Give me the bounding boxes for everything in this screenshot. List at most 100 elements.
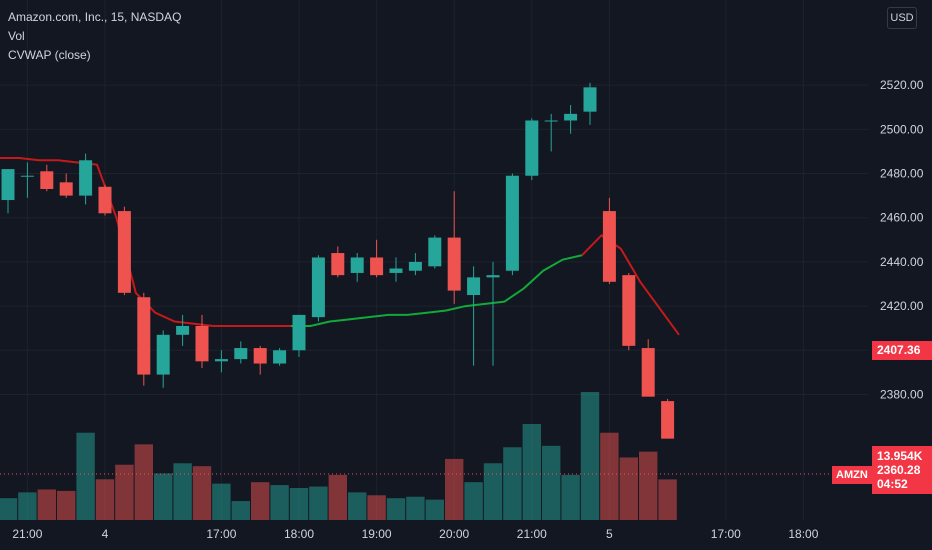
candle [622, 272, 636, 351]
currency-button[interactable]: USD [887, 7, 917, 29]
volume-bar [154, 473, 173, 520]
candle [40, 164, 54, 192]
x-tick-label: 17:00 [206, 527, 236, 541]
candle-body [214, 359, 228, 362]
candle [137, 292, 151, 386]
candle [389, 257, 403, 282]
candle-body [525, 120, 539, 176]
candle [79, 153, 93, 205]
candle-body [292, 314, 306, 351]
y-tick-label: 2500.00 [880, 122, 924, 136]
candle [428, 235, 442, 269]
candle-body [467, 277, 481, 296]
countdown-tag: 04:52 [877, 477, 908, 491]
candle [525, 118, 539, 181]
volume-bar [95, 479, 115, 520]
candle-body [486, 275, 500, 278]
volume-bar [580, 392, 600, 520]
candle-body [544, 120, 558, 122]
volume-bar [270, 485, 289, 520]
candle [273, 348, 287, 366]
candle-body [641, 348, 655, 397]
volume-bar [600, 432, 619, 520]
x-tick-label: 20:00 [439, 527, 469, 541]
candle-body [59, 182, 73, 196]
candle [195, 314, 209, 368]
vwap-segment [581, 234, 680, 336]
candle [214, 350, 228, 373]
candle-body [661, 401, 675, 439]
symbol-tag: AMZN [832, 466, 872, 484]
candle-body [331, 253, 345, 276]
volume-bar [542, 445, 561, 520]
volume-bar [639, 451, 658, 520]
volume-bar [522, 424, 541, 520]
x-axis: 21:00 4 17:00 18:00 19:00 20:00 21:00 5 17:00 18:… [12, 527, 818, 541]
candle-body [428, 237, 442, 267]
volume-bar [212, 483, 231, 520]
chart-legend: Amazon.com, Inc., 15, NASDAQ Vol CVWAP (… [8, 8, 181, 65]
volume-bar [173, 463, 192, 520]
candle [641, 339, 655, 397]
volume-bar [503, 447, 522, 520]
legend-vol: Vol [8, 29, 25, 43]
candle-body [389, 268, 403, 273]
x-tick-label: 5 [606, 527, 613, 541]
candle [408, 253, 422, 276]
volume-tag-value: 13.954K [877, 449, 923, 463]
candle-body [350, 257, 364, 273]
candle-body [234, 348, 248, 360]
candle [156, 330, 170, 388]
candle-body [176, 325, 190, 335]
y-tick-label: 2460.00 [880, 211, 924, 225]
x-tick-label: 18:00 [284, 527, 314, 541]
last-close-tag: 2360.28 [877, 463, 921, 477]
x-tick-label: 4 [102, 527, 109, 541]
volume-bar [37, 489, 56, 520]
y-tick-label: 2480.00 [880, 167, 924, 181]
volume-bar [76, 432, 95, 520]
legend-cvwap: CVWAP (close) [8, 48, 91, 62]
candle [331, 246, 345, 278]
legend-title: Amazon.com, Inc., 15, NASDAQ [8, 10, 182, 24]
candle-body [20, 175, 34, 177]
vwap-line [0, 157, 680, 336]
candles [1, 82, 675, 439]
candle-body [370, 257, 384, 276]
candle [176, 314, 190, 346]
candle [117, 206, 131, 296]
candle [447, 191, 461, 304]
candle-body [505, 175, 519, 271]
x-tick-label: 19:00 [362, 527, 392, 541]
volume-bar [0, 498, 18, 520]
y-tick-label: 2440.00 [880, 255, 924, 269]
candle [253, 345, 267, 375]
volume-bar [464, 482, 483, 520]
candle [505, 173, 519, 276]
candle-body [602, 211, 616, 282]
candle-body [137, 297, 151, 375]
candle [602, 197, 616, 284]
vwap-segment [291, 254, 583, 327]
candle-body [622, 275, 636, 346]
x-tick-label: 18:00 [788, 527, 818, 541]
candle-body [1, 169, 15, 201]
volume-tag: 13.954K 2360.28 04:52 [872, 446, 932, 494]
candle-body [273, 350, 287, 364]
candle-body [40, 171, 54, 189]
candle-body [117, 211, 131, 293]
candle-body [98, 186, 112, 214]
volume-bar [348, 492, 367, 520]
candle [544, 113, 558, 152]
candle [350, 253, 364, 282]
candle [661, 398, 675, 439]
y-tick-label: 2380.00 [880, 387, 924, 401]
candle-body [195, 325, 209, 362]
volume-bar [425, 499, 444, 520]
candle [59, 173, 73, 198]
y-tick-label: 2520.00 [880, 78, 924, 92]
candle [370, 239, 384, 278]
candle [1, 169, 15, 214]
price-tag: 2407.36 [872, 341, 932, 360]
